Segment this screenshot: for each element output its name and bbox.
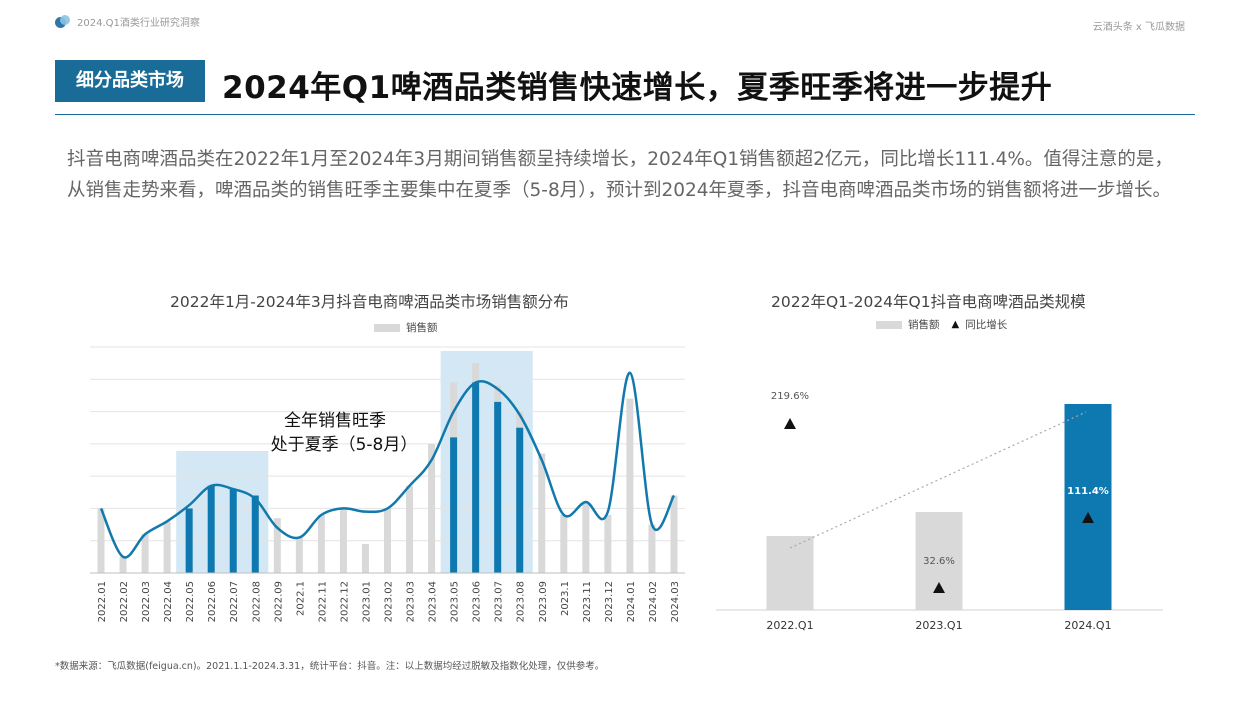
- x-tick-label: 2023.11: [582, 581, 593, 622]
- data-source-note: *数据来源：飞瓜数据(feigua.cn)。2021.1.1-2024.3.31…: [55, 661, 605, 672]
- highlight-bar: [472, 382, 480, 573]
- description-paragraph: 抖音电商啤酒品类在2022年1月至2024年3月期间销售额呈持续增长，2024年…: [67, 149, 1173, 201]
- highlight-bar: [450, 437, 458, 573]
- x-tick-label: 2023.01: [361, 581, 372, 622]
- report-name: 2024.Q1酒类行业研究洞察: [77, 18, 200, 29]
- x-tick-label: 2023.09: [538, 581, 549, 622]
- source-brand: 云酒头条 x 飞瓜数据: [1092, 22, 1185, 33]
- highlight-bar: [185, 508, 193, 573]
- legend-swatch-sales-right: [876, 320, 902, 329]
- x-tick-label: 2023.08: [516, 581, 527, 622]
- bar: [273, 518, 281, 573]
- bar: [428, 443, 436, 573]
- bar: [119, 556, 127, 573]
- page-title: 2024年Q1啤酒品类销售快速增长，夏季旺季将进一步提升: [222, 70, 1053, 106]
- right-chart-legend: 销售额 ▲ 同比增长: [876, 317, 1007, 332]
- highlight-bar: [251, 495, 259, 573]
- bar: [97, 508, 105, 573]
- annotation-line-1: 全年销售旺季: [284, 411, 386, 431]
- bar: [339, 508, 347, 573]
- x-tick-label: 2023.12: [604, 581, 615, 622]
- bar: [538, 453, 546, 573]
- x-tick-label: 2022.01: [97, 581, 108, 622]
- bar: [560, 514, 568, 573]
- left-chart-legend: 销售额: [374, 320, 438, 335]
- annotation-line-2: 处于夏季（5-8月）: [271, 435, 418, 455]
- bar: [648, 524, 656, 573]
- x-tick-label: 2023.06: [472, 581, 483, 622]
- highlight-bar: [207, 485, 215, 573]
- x-tick-label: 2022.06: [207, 581, 218, 622]
- x-tick-label: 2023.1: [560, 581, 571, 616]
- section-tag: 细分品类市场: [55, 60, 205, 102]
- x-tick-label: 2023.02: [384, 581, 395, 622]
- bar: [670, 495, 678, 573]
- x-tick-label: 2023.04: [428, 581, 439, 622]
- x-tick-label: 2022.1: [295, 581, 306, 616]
- x-tick-label: 2022.07: [229, 581, 240, 622]
- legend-label-sales-right: 销售额: [908, 319, 940, 331]
- x-tick-label: 2022.03: [141, 581, 152, 622]
- x-tick-label: 2023.03: [406, 581, 417, 622]
- section-header: 细分品类市场 2024年Q1啤酒品类销售快速增长，夏季旺季将进一步提升: [55, 60, 1195, 115]
- right-chart-title: 2022年Q1-2024年Q1抖音电商啤酒品类规模: [771, 293, 1086, 311]
- x-tick-label: 2024.03: [670, 581, 681, 622]
- highlight-bar: [494, 401, 502, 573]
- x-tick-label: 2022.11: [317, 581, 328, 622]
- legend-label-sales: 销售额: [406, 322, 438, 334]
- brand-logo-icon: [55, 14, 71, 29]
- x-tick-label: 2022.09: [273, 581, 284, 622]
- left-chart-title: 2022年1月-2024年3月抖音电商啤酒品类市场销售额分布: [170, 293, 569, 311]
- top-bar-left: 2024.Q1酒类行业研究洞察: [55, 14, 200, 29]
- x-tick-label: 2022.04: [163, 581, 174, 622]
- top-bar: 2024.Q1酒类行业研究洞察 云酒头条 x 飞瓜数据: [55, 14, 1185, 34]
- x-tick-label: 2024.02: [648, 581, 659, 622]
- bar: [626, 398, 634, 573]
- x-tick-label: 2023.05: [450, 581, 461, 622]
- bar: [582, 501, 590, 573]
- bar: [384, 508, 391, 573]
- x-tick-label: 2022.12: [339, 581, 350, 622]
- x-tick-label: 2023.07: [494, 581, 505, 622]
- bar: [295, 537, 303, 573]
- highlight-bar: [229, 489, 237, 573]
- x-tick-label: 2022.05: [185, 581, 196, 622]
- x-tick-label: 2022.08: [251, 581, 262, 622]
- triangle-marker-icon: ▲: [951, 319, 960, 330]
- legend-swatch-sales: [374, 323, 400, 332]
- bar: [361, 543, 369, 573]
- bar: [604, 514, 612, 573]
- bar: [141, 534, 149, 573]
- highlight-bar: [516, 427, 524, 573]
- series-line: [99, 371, 676, 559]
- bar: [317, 514, 325, 573]
- bar: [406, 485, 414, 573]
- x-tick-label: 2022.02: [119, 581, 130, 622]
- x-tick-label: 2024.01: [626, 581, 637, 622]
- legend-label-yoy: 同比增长: [965, 319, 1008, 331]
- bar: [163, 521, 171, 573]
